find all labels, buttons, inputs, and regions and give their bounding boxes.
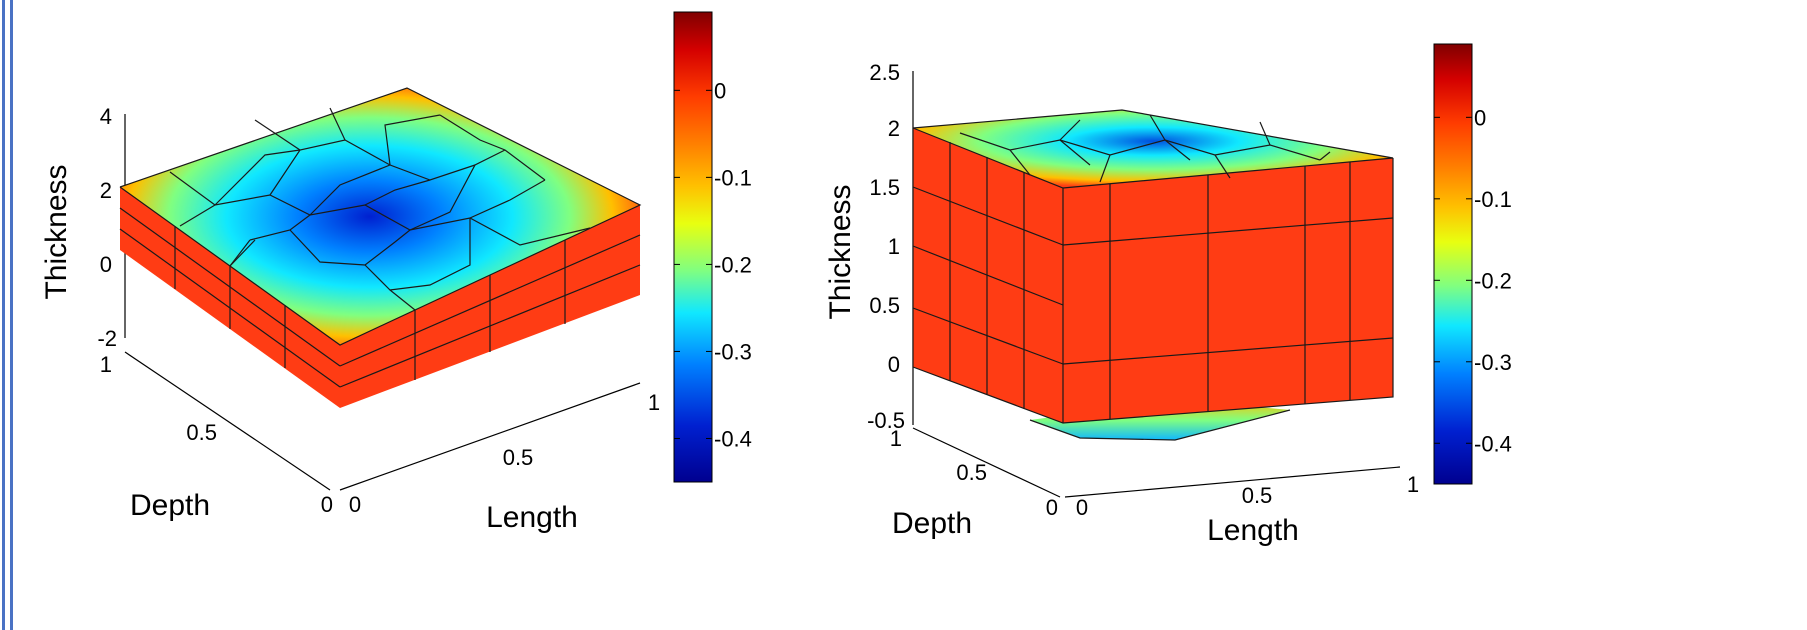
left-colorbar: 0 -0.1 -0.2 -0.3 -0.4	[673, 11, 752, 483]
right-depth-tick-label: 0.5	[956, 460, 987, 485]
slide-frame-line-outer	[2, 0, 5, 630]
right-surface	[912, 109, 1394, 441]
right-z-tick-label: 2.5	[869, 60, 900, 85]
left-zlabel: Thickness	[40, 164, 73, 299]
left-z-tick-label: -2	[97, 326, 117, 351]
left-colorbar-bar	[673, 11, 713, 483]
left-depth-tick-label: 1	[100, 352, 112, 377]
right-colorbar: 0 -0.1 -0.2 -0.3 -0.4	[1433, 43, 1512, 485]
right-depth-tick-label: 0	[1046, 495, 1058, 520]
right-depth-ticks: 1 0.5 0	[890, 426, 1058, 520]
left-colorbar-tick-label: -0.4	[714, 426, 752, 451]
right-front-face	[1063, 158, 1393, 423]
right-colorbar-tick-label: -0.2	[1474, 268, 1512, 293]
right-z-ticks: 2.5 2 1.5 1 0.5 0 -0.5	[867, 60, 905, 433]
right-length-axis-line	[1064, 466, 1401, 498]
left-length-tick-label: 1	[648, 390, 660, 415]
left-depth-tick-label: 0	[321, 492, 333, 517]
right-chart: 2.5 2 1.5 1 0.5 0 -0.5 1 0.5 0 0 0.5 1 T…	[824, 43, 1512, 547]
left-length-ticks: 0 0.5 1	[349, 390, 660, 517]
left-surface	[119, 87, 642, 408]
left-length-tick-label: 0.5	[503, 445, 534, 470]
left-z-tick-label: 0	[100, 252, 112, 277]
right-colorbar-tick-label: -0.1	[1474, 187, 1512, 212]
right-length-label: Length	[1207, 514, 1299, 547]
right-length-tick-label: 0.5	[1242, 483, 1273, 508]
left-colorbar-tick-label: -0.2	[714, 252, 752, 277]
right-zlabel: Thickness	[824, 184, 857, 319]
right-depth-tick-label: 1	[890, 426, 902, 451]
left-colorbar-ticks: 0 -0.1 -0.2 -0.3 -0.4	[674, 78, 752, 451]
left-chart: 4 2 0 -2 1 0.5 0 0 0.5 1 Thickness Depth…	[40, 11, 752, 534]
left-length-axis-line	[339, 382, 641, 491]
right-z-tick-label: 2	[888, 116, 900, 141]
slide-frame-line-inner	[10, 0, 13, 630]
left-depth-axis-line	[124, 351, 331, 491]
right-colorbar-ticks: 0 -0.1 -0.2 -0.3 -0.4	[1434, 105, 1512, 456]
right-length-tick-label: 0	[1076, 495, 1088, 520]
left-length-label: Length	[486, 501, 578, 534]
left-colorbar-tick-label: -0.3	[714, 339, 752, 364]
right-z-tick-label: 1	[888, 234, 900, 259]
left-colorbar-tick-label: -0.1	[714, 165, 752, 190]
right-mesh	[912, 109, 1394, 441]
left-z-tick-label: 2	[100, 178, 112, 203]
right-depth-label: Depth	[892, 507, 972, 540]
left-depth-label: Depth	[130, 489, 210, 522]
left-z-ticks: 4 2 0 -2	[97, 104, 117, 351]
left-depth-ticks: 1 0.5 0	[100, 352, 333, 517]
right-z-tick-label: 0.5	[869, 293, 900, 318]
left-z-tick-label: 4	[100, 104, 112, 129]
right-colorbar-tick-label: -0.4	[1474, 431, 1512, 456]
left-colorbar-tick-label: 0	[714, 78, 726, 103]
right-depth-axis-line	[912, 427, 1061, 498]
right-z-tick-label: -0.5	[867, 408, 905, 433]
right-colorbar-bar	[1433, 43, 1473, 485]
right-z-tick-label: 1.5	[869, 175, 900, 200]
right-colorbar-tick-label: 0	[1474, 105, 1486, 130]
left-length-tick-label: 0	[349, 492, 361, 517]
left-depth-tick-label: 0.5	[186, 420, 217, 445]
left-mesh	[119, 87, 642, 388]
right-z-tick-label: 0	[888, 352, 900, 377]
right-colorbar-tick-label: -0.3	[1474, 350, 1512, 375]
right-length-ticks: 0 0.5 1	[1076, 472, 1419, 520]
left-top-face	[120, 88, 640, 345]
right-length-tick-label: 1	[1407, 472, 1419, 497]
